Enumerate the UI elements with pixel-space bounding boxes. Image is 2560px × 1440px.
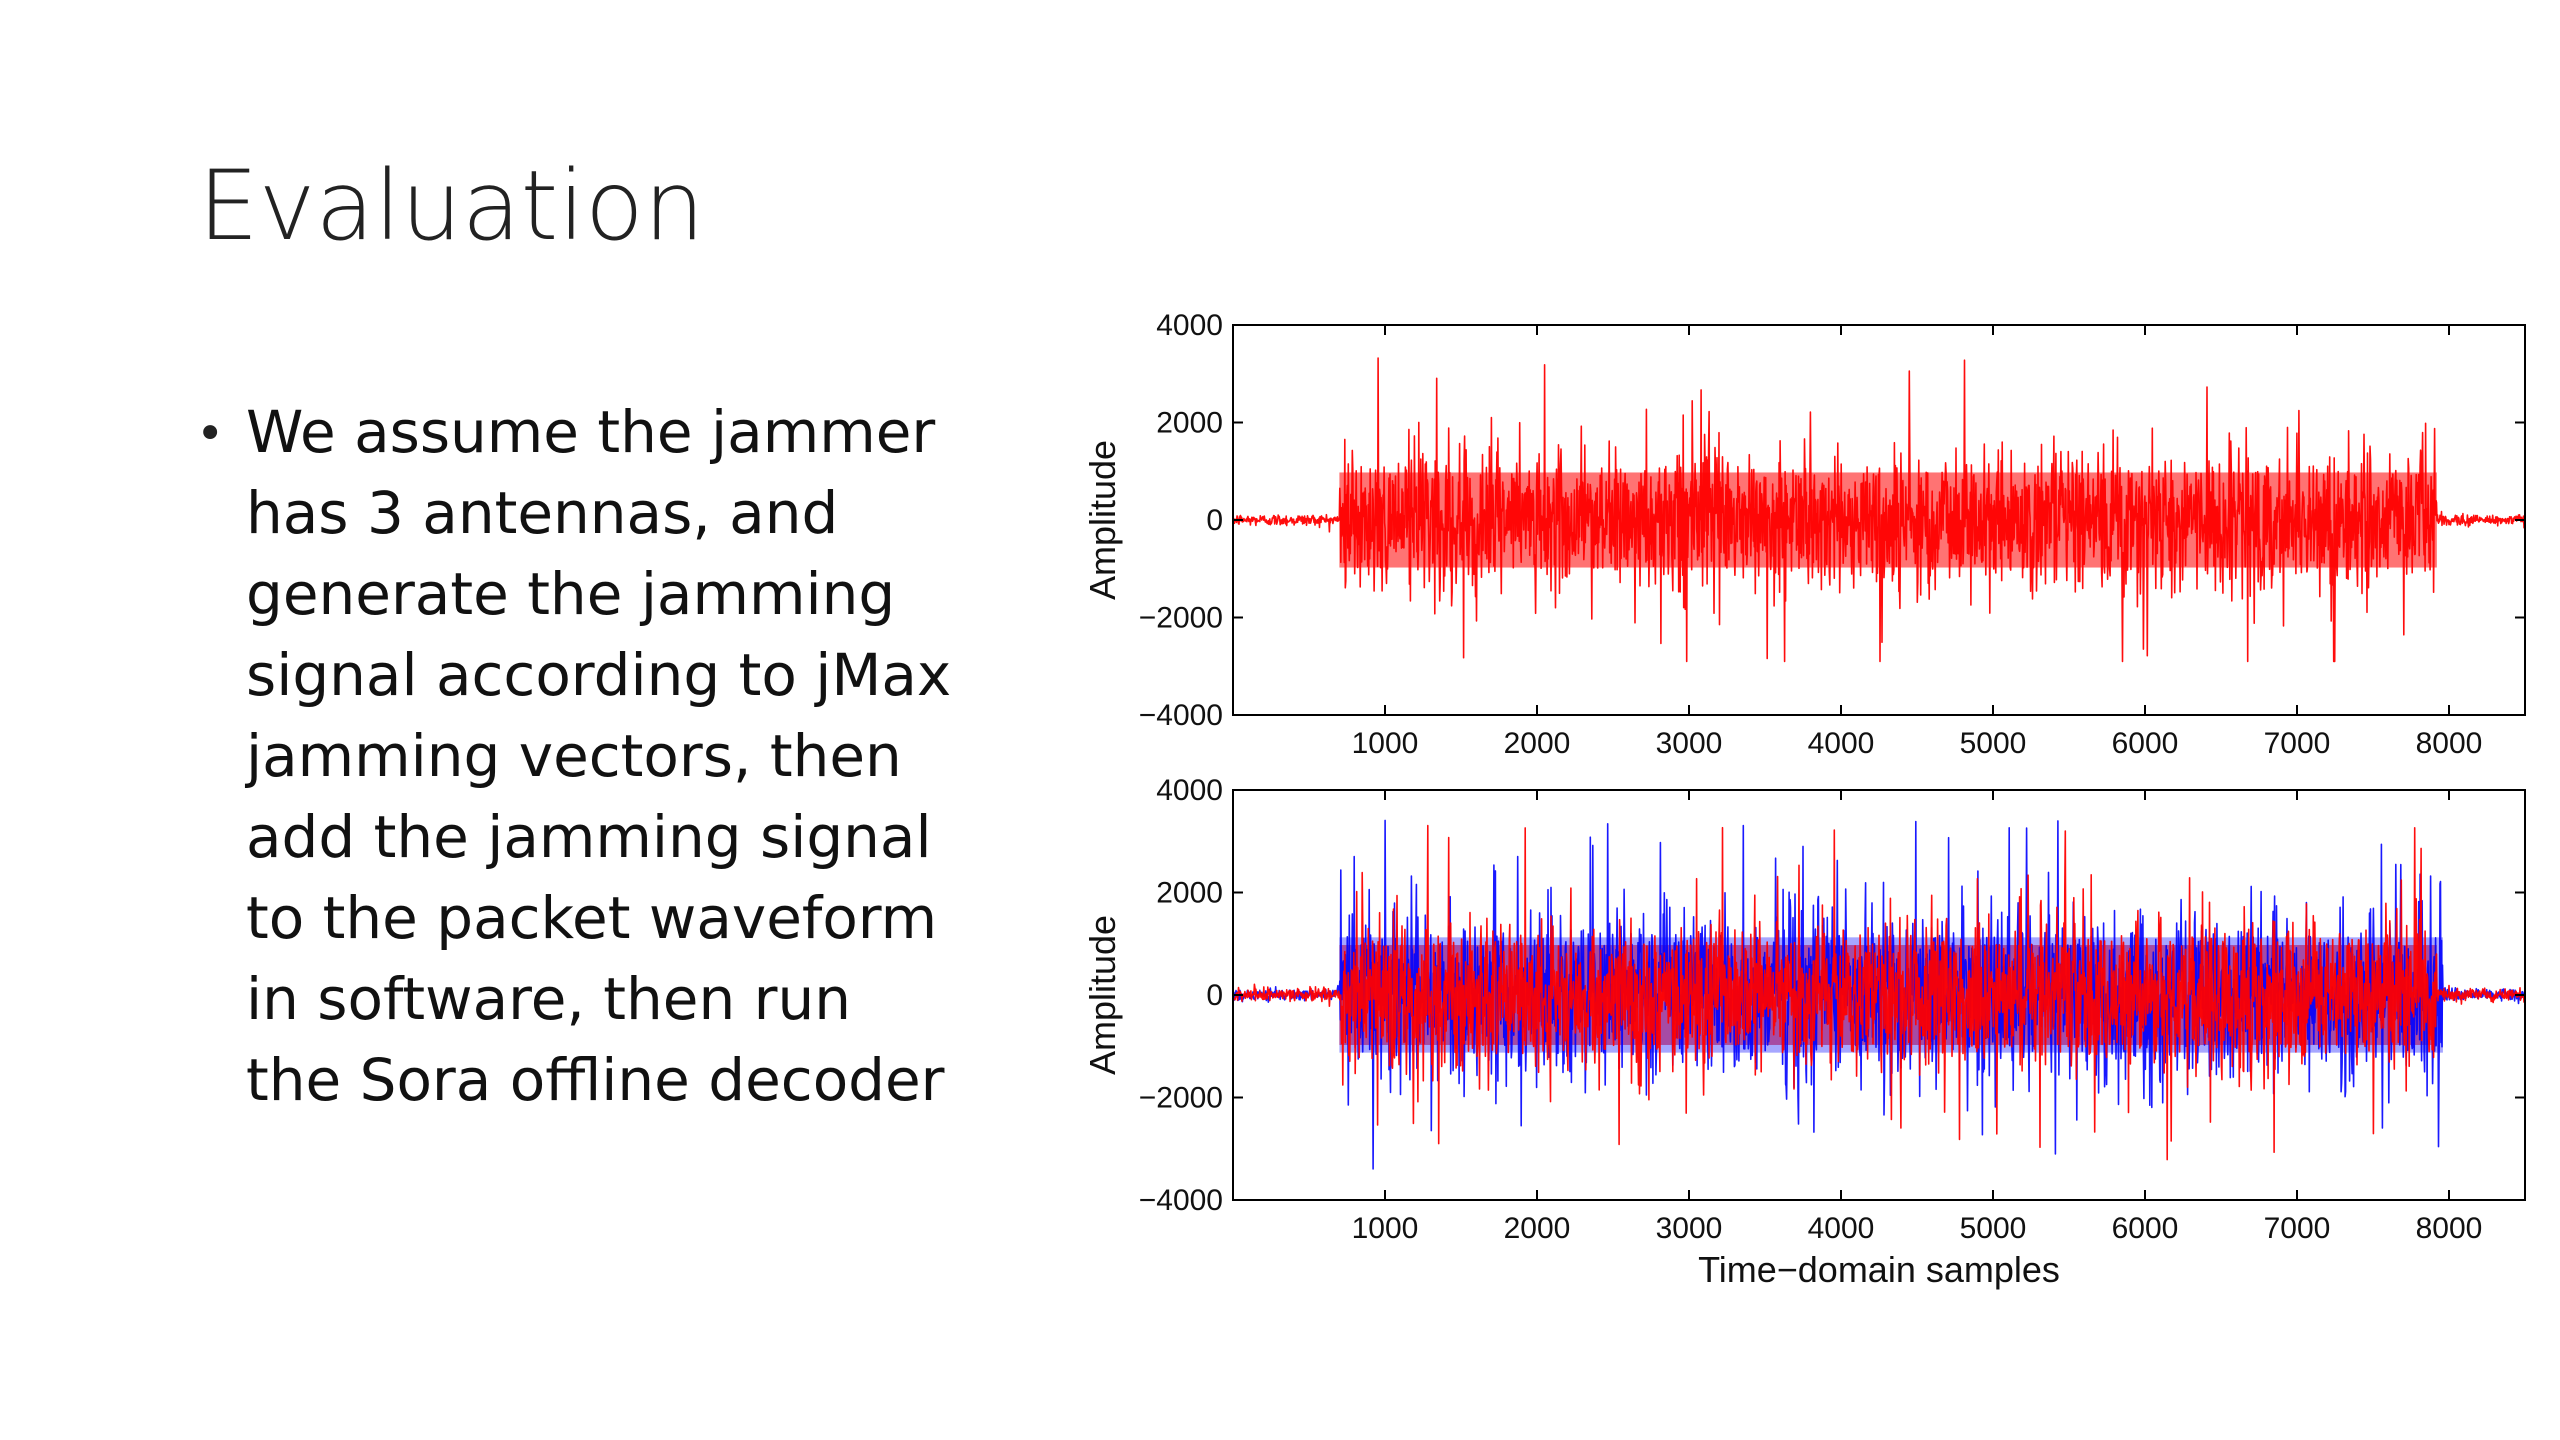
x-axis-label: Time−domain samples: [1698, 1249, 2060, 1290]
bullet-line: the Sora offline decoder: [246, 1046, 945, 1114]
series-line-1: [1233, 357, 2525, 663]
amplitude-charts: 1000 2000 3000 4000 5000 6000 7000 8000 4000 2000…: [1082, 309, 2526, 1290]
plot-area: [1233, 819, 2525, 1170]
bullet-line: add the jamming signal: [246, 803, 932, 871]
series-line-2: [1233, 824, 2525, 1161]
y-tick-label: −2000: [1139, 602, 1223, 635]
bullet-dot-icon: •: [196, 406, 225, 462]
bullet-line: generate the jamming: [246, 560, 896, 628]
y-tick-label: 0: [1206, 979, 1223, 1012]
x-tick-label: 1000: [1352, 727, 1419, 760]
x-tick-label: 6000: [2112, 1212, 2179, 1245]
y-tick-label: −2000: [1139, 1082, 1223, 1115]
chart-panel-1: 1000 2000 3000 4000 5000 6000 7000 8000 4000 2000…: [1082, 309, 2526, 760]
y-tick-label: −4000: [1139, 699, 1223, 732]
slide-title: Evaluation: [198, 150, 705, 262]
x-tick-label: 7000: [2264, 1212, 2331, 1245]
y-tick-label: 2000: [1156, 407, 1223, 440]
y-axis-label: Amplitude: [1082, 440, 1123, 600]
bullet-line: in software, then run: [246, 965, 852, 1033]
y-tick-label: 4000: [1156, 309, 1223, 342]
x-tick-label: 5000: [1960, 727, 2027, 760]
bullet-line: We assume the jammer: [246, 398, 936, 466]
bullet-line: jamming vectors, then: [246, 722, 902, 790]
x-tick-label: 2000: [1504, 727, 1571, 760]
x-tick-label: 7000: [2264, 727, 2331, 760]
bullet-line: has 3 antennas, and: [246, 479, 839, 547]
y-tick-label: 0: [1206, 504, 1223, 537]
bullet-item: We assume the jammer has 3 antennas, and…: [246, 392, 1076, 1121]
plot-area: [1233, 357, 2525, 663]
y-tick-label: 4000: [1156, 774, 1223, 807]
x-tick-label: 3000: [1656, 727, 1723, 760]
x-tick-label: 3000: [1656, 1212, 1723, 1245]
x-tick-label: 5000: [1960, 1212, 2027, 1245]
y-tick-label: −4000: [1139, 1184, 1223, 1217]
bullet-line: to the packet waveform: [246, 884, 938, 952]
x-tick-label: 1000: [1352, 1212, 1419, 1245]
x-tick-label: 2000: [1504, 1212, 1571, 1245]
chart-panel-2: 1000 2000 3000 4000 5000 6000 7000 8000 4000 2000…: [1082, 774, 2526, 1290]
x-tick-label: 4000: [1808, 727, 1875, 760]
x-tick-label: 8000: [2416, 727, 2483, 760]
x-tick-label: 4000: [1808, 1212, 1875, 1245]
y-axis-label: Amplitude: [1082, 915, 1123, 1075]
x-tick-label: 6000: [2112, 727, 2179, 760]
bullet-line: signal according to jMax: [246, 641, 952, 709]
x-tick-label: 8000: [2416, 1212, 2483, 1245]
y-tick-label: 2000: [1156, 877, 1223, 910]
